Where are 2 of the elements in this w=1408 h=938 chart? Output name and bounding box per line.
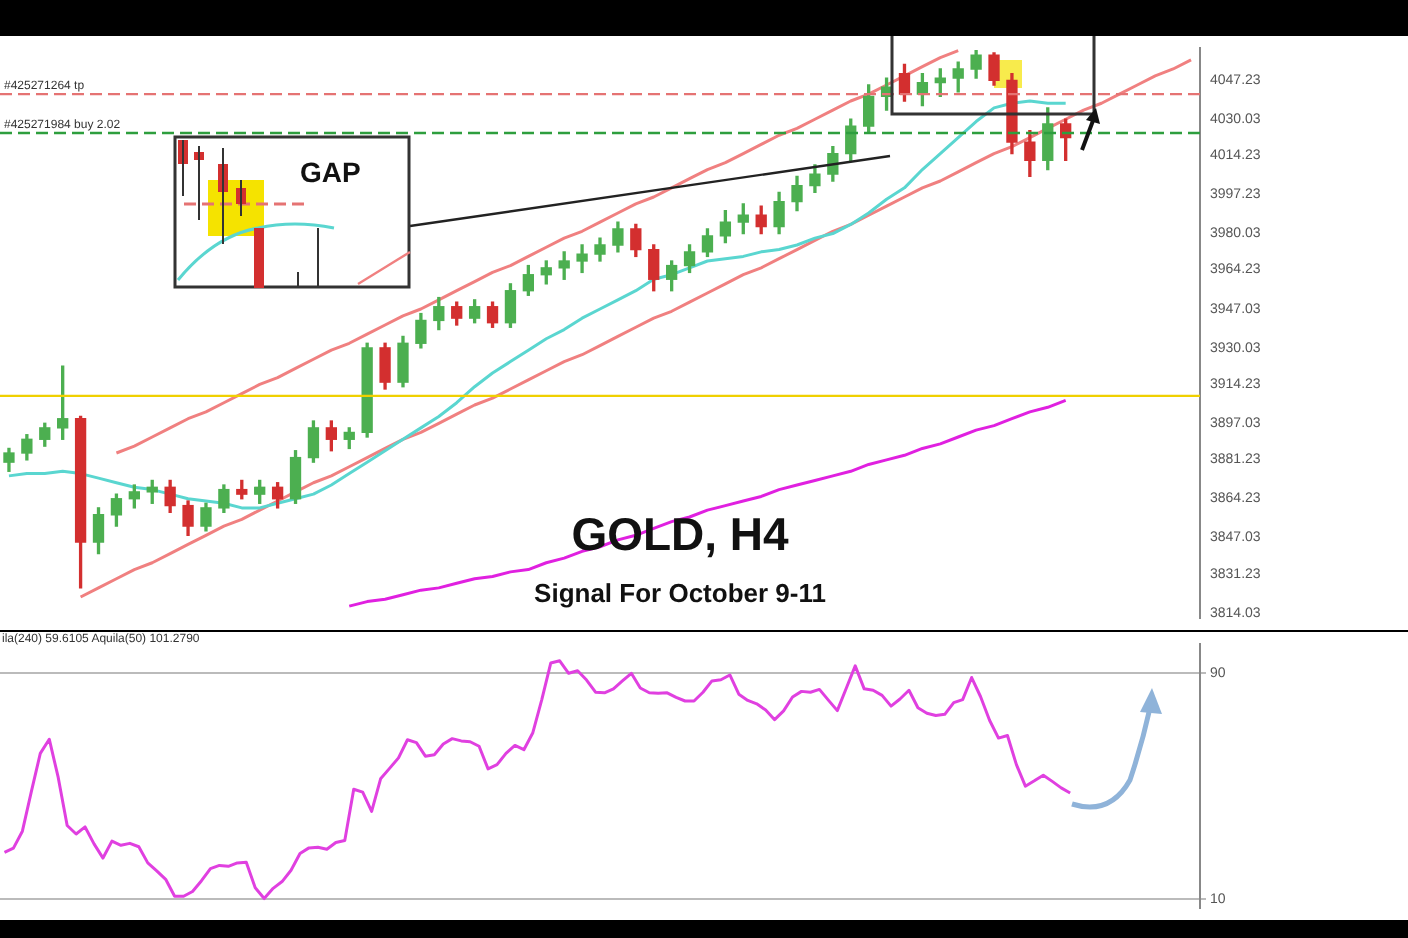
annotation: GAP bbox=[300, 156, 361, 188]
text: Signal For October 9-11 bbox=[532, 578, 828, 608]
